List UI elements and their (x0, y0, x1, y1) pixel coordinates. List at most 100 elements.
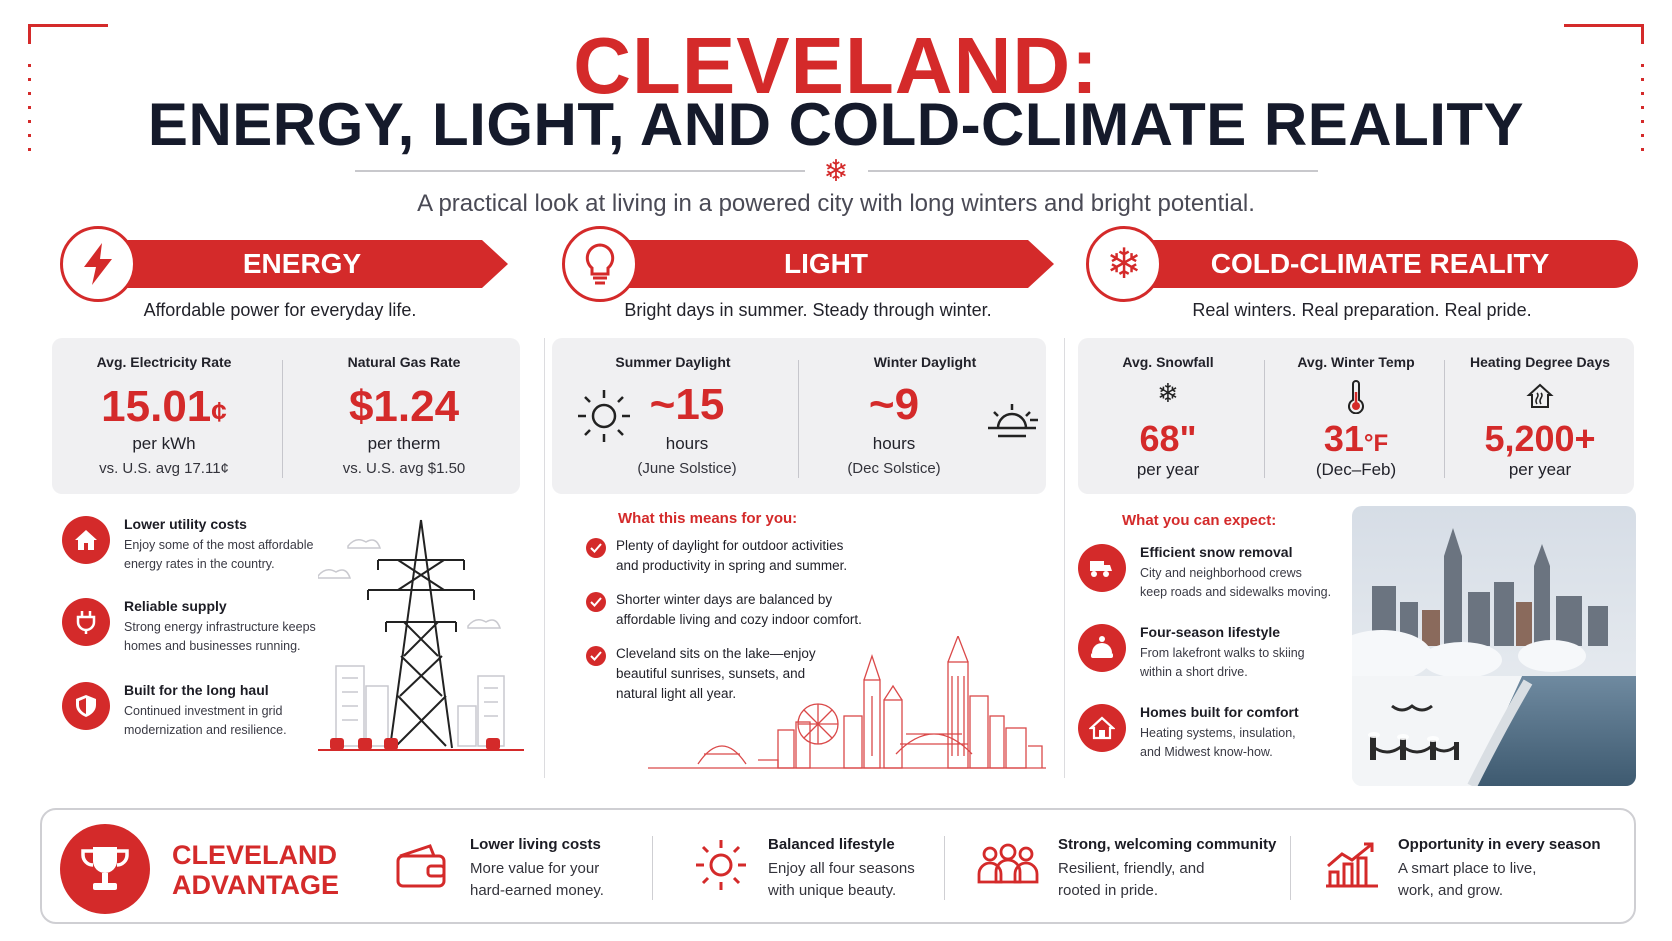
stat-unit: per therm (367, 434, 441, 453)
feature-lower-utility-costs: Lower utility costs Enjoy some of the mo… (62, 516, 342, 576)
feature-title: Built for the long haul (124, 682, 269, 698)
plug-icon (62, 598, 110, 646)
stat-value: 15.01¢ (101, 382, 227, 431)
energy-stats-panel: Avg. Electricity Rate 15.01¢ per kWh vs.… (52, 338, 520, 494)
winter-daylight-stat: Winter Daylight ~9 hours (Dec Solstice) (804, 338, 1046, 494)
stat-separator (1444, 360, 1445, 478)
stat-label: Avg. Electricity Rate (96, 354, 232, 370)
light-point: Shorter winter days are balanced by affor… (586, 590, 906, 634)
light-point-text: Plenty of daylight for outdoor activitie… (616, 538, 848, 573)
feature-homes-built-for-comfort: Homes built for comfort Heating systems,… (1078, 704, 1348, 764)
stat-value: ~9 (868, 380, 920, 429)
advantage-separator (652, 836, 653, 900)
electricity-rate-stat: Avg. Electricity Rate 15.01¢ per kWh vs.… (52, 338, 276, 494)
column-separator (1064, 338, 1065, 778)
advantage-item-desc: Enjoy all four seasons with unique beauty… (768, 860, 915, 899)
advantage-title: CLEVELAND ADVANTAGE (172, 840, 339, 900)
light-stats-panel: Summer Daylight ~15 hours (June Solstice… (552, 338, 1046, 494)
energy-tagline: Affordable power for everyday life. (143, 300, 417, 320)
check-icon (586, 538, 606, 558)
advantage-item-title: Balanced lifestyle (768, 836, 895, 853)
advantage-separator (944, 836, 945, 900)
summer-daylight-stat: Summer Daylight ~15 hours (June Solstice… (552, 338, 794, 494)
stat-label: Summer Daylight (615, 354, 731, 370)
cold-tagline: Real winters. Real preparation. Real pri… (1192, 300, 1532, 320)
dotted-line-right (1641, 64, 1644, 160)
column-separator (544, 338, 545, 778)
intro-text: A practical look at living in a powered … (417, 190, 1255, 217)
title-divider-left (355, 170, 805, 172)
light-point-text: Shorter winter days are balanced by affor… (616, 592, 862, 627)
people-icon (977, 843, 1039, 884)
feature-built-for-long-haul: Built for the long haul Continued invest… (62, 682, 342, 742)
check-icon (586, 592, 606, 612)
stat-unit: hours (665, 434, 709, 453)
feature-description: Heating systems, insulation, and Midwest … (1140, 726, 1296, 759)
thermometer-icon (1348, 380, 1364, 414)
feature-title: Efficient snow removal (1140, 544, 1293, 560)
feature-description: Strong energy infrastructure keeps homes … (124, 620, 316, 653)
heated-house-icon (1526, 383, 1554, 408)
light-point: Plenty of daylight for outdoor activitie… (586, 536, 906, 580)
snowplow-icon (1078, 544, 1126, 592)
stat-label: Winter Daylight (873, 354, 977, 370)
title-divider-right (868, 170, 1318, 172)
feature-description: City and neighborhood crews keep roads an… (1140, 566, 1332, 599)
stat-unit: per year (1136, 460, 1200, 479)
advantage-opportunity: Opportunity in every season A smart plac… (1398, 836, 1618, 906)
corner-decoration-left (28, 24, 108, 44)
advantage-item-title: Lower living costs (470, 836, 601, 853)
advantage-lower-living-costs: Lower living costs More value for your ha… (470, 836, 650, 906)
stat-unit: hours (872, 434, 916, 453)
advantage-balanced-lifestyle: Balanced lifestyle Enjoy all four season… (768, 836, 948, 906)
stat-label: Heating Degree Days (1469, 354, 1611, 370)
feature-reliable-supply: Reliable supply Strong energy infrastruc… (62, 598, 342, 658)
stat-separator (1264, 360, 1265, 478)
energy-title: ENERGY (96, 240, 508, 288)
feature-title: Reliable supply (124, 598, 227, 614)
stat-value: 68" (1139, 418, 1197, 459)
advantage-item-desc: More value for your hard-earned money. (470, 860, 604, 899)
stat-label: Natural Gas Rate (347, 354, 461, 370)
winter-skyline-photo (1352, 506, 1636, 786)
feature-title: Four-season lifestyle (1140, 624, 1281, 640)
light-header: LIGHT (562, 226, 1054, 304)
light-title: LIGHT (598, 240, 1054, 288)
sun-icon (578, 390, 630, 442)
stat-unit: (Dec–Feb) (1315, 460, 1397, 479)
cold-stats-panel: Avg. Snowfall ❄ 68" per year Avg. Winter… (1078, 338, 1634, 494)
stat-separator (798, 360, 799, 478)
page-subtitle-heading: ENERGY, LIGHT, AND COLD-CLIMATE REALITY (147, 91, 1525, 158)
snowfall-stat: Avg. Snowfall ❄ 68" per year (1078, 338, 1258, 494)
check-icon (586, 646, 606, 666)
stat-note: (June Solstice) (637, 460, 737, 477)
stat-label: Avg. Winter Temp (1297, 354, 1415, 370)
stat-value: $1.24 (348, 382, 460, 431)
home-icon (1078, 704, 1126, 752)
advantage-item-title: Opportunity in every season (1398, 836, 1601, 853)
cold-title: COLD-CLIMATE REALITY (1122, 240, 1638, 288)
energy-header: ENERGY (60, 226, 510, 304)
growth-chart-icon (1326, 842, 1378, 888)
advantage-item-desc: A smart place to live, work, and grow. (1398, 860, 1537, 899)
sun-icon (696, 840, 746, 890)
advantage-item-desc: Resilient, friendly, and rooted in pride. (1058, 860, 1205, 899)
snowflake-icon: ❄ (1086, 226, 1162, 302)
trophy-icon (60, 824, 150, 914)
stat-value: 5,200+ (1484, 418, 1596, 459)
stat-value: 31°F (1323, 418, 1389, 459)
page-title: CLEVELAND: (573, 21, 1099, 110)
winter-temp-stat: Avg. Winter Temp 31°F (Dec–Feb) (1266, 338, 1446, 494)
advantage-strong-community: Strong, welcoming community Resilient, f… (1058, 836, 1278, 906)
feature-description: Enjoy some of the most affordable energy … (124, 538, 314, 571)
house-icon (62, 516, 110, 564)
beanie-icon (1078, 624, 1126, 672)
shield-icon (62, 682, 110, 730)
light-tagline: Bright days in summer. Steady through wi… (624, 300, 992, 320)
skyline-illustration (648, 636, 1046, 769)
feature-title: Lower utility costs (124, 516, 247, 532)
gas-rate-stat: Natural Gas Rate $1.24 per therm vs. U.S… (288, 338, 520, 494)
lightbulb-icon (562, 226, 638, 302)
advantage-separator (1290, 836, 1291, 900)
cleveland-advantage-bar: CLEVELAND ADVANTAGE Lower living costs Mo… (40, 808, 1636, 924)
